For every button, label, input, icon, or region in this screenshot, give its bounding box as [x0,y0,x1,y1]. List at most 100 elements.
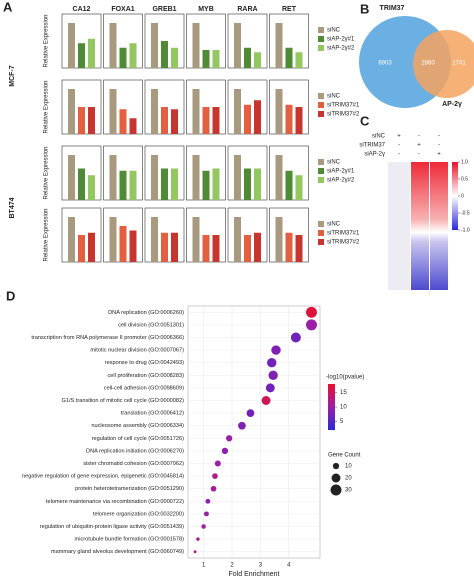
legend-label: 10 [340,405,347,411]
colorbar-label: 1.0 [461,159,468,165]
bar [244,235,251,262]
dot [246,409,255,417]
y-tick-label: cell division (GO:0051301) [118,322,184,328]
bar [285,232,293,262]
legend-label: siTRIM37#2 [327,112,360,118]
colorbar-label: 0 [461,193,464,199]
group-label: BT474 [9,197,16,218]
category-label: GREB1 [152,6,176,13]
dot [267,358,277,368]
condition-label: siNC [372,134,386,140]
bar [161,168,168,200]
bar [234,23,241,68]
bar [171,168,178,200]
bar [68,217,75,262]
legend-dot [330,484,342,496]
bar [192,155,200,200]
bar [254,52,261,68]
bar [109,155,117,200]
legend-label: 10 [345,464,352,470]
bar [212,168,220,200]
venn-count: 6903 [378,61,392,67]
y-tick-label: DNA replication (GO:0006260) [108,310,184,316]
bar [78,107,85,134]
legend-label: siTRIM37#1 [327,231,360,237]
y-tick-label: regulation of cell cycle (GO:0051726) [92,436,184,442]
condition-label: siTRIM37 [359,143,385,149]
bar [119,226,127,262]
condition-sign: - [418,134,420,140]
bar [212,50,220,68]
bar [212,235,220,262]
bar [161,107,168,134]
panel-label: A [3,0,13,14]
category-label: RARA [237,6,257,13]
legend-label: 20 [345,476,352,482]
y-axis-label: Relative Expression [44,146,50,199]
panel-label: D [6,288,15,303]
bar [119,109,127,134]
bar [244,104,251,134]
bar [192,89,200,134]
bar [234,217,241,262]
bar [109,89,117,134]
bar [254,168,261,200]
category-label: RET [282,6,297,13]
bar [275,23,283,68]
venn-set [413,30,474,98]
bar [275,217,283,262]
dot [196,537,200,541]
legend-swatch [318,168,324,174]
set-label: TRIM37 [380,5,405,12]
legend-label: 30 [345,488,352,494]
bar [171,109,178,134]
dot [268,370,278,380]
legend-label: siNC [327,94,341,100]
condition-sign: + [397,134,401,140]
dot [193,550,197,554]
condition-sign: + [417,143,421,149]
legend-label: siNC [327,160,341,166]
legend-swatch [318,27,324,33]
y-tick-label: transcription from RNA polymerase II pro… [31,335,184,341]
y-axis-label: Relative Expression [44,208,50,261]
group-label: MCF-7 [9,65,16,86]
dot [290,332,301,343]
legend-label: siTRIM37#2 [327,240,360,246]
x-tick-label: 2 [230,563,234,569]
legend-label: siAP-2γ#1 [327,37,355,43]
y-tick-label: translation (GO:0006412) [121,411,184,417]
bar [68,23,75,68]
plot-area [187,305,321,559]
heatmap-column [411,162,429,290]
condition-sign: - [418,152,420,158]
x-tick-label: 3 [259,563,263,569]
category-label: FOXA1 [111,6,134,13]
legend-label: siNC [327,28,341,34]
legend-dot [331,473,341,483]
legend-swatch [318,177,324,183]
category-label: MYB [198,6,214,13]
bar [275,155,283,200]
legend-label: 15 [340,390,347,396]
bar [285,47,293,68]
bar [254,232,261,262]
venn-count: 2860 [421,61,435,67]
condition-sign: - [398,152,400,158]
y-tick-label: nucleosome assembly (GO:0006334) [91,423,184,429]
dot [306,306,317,318]
dot [261,396,271,405]
dot [238,421,246,430]
bar [151,155,158,200]
bar [129,170,137,200]
bar [192,23,200,68]
y-tick-label: microtubule bundle formation (GO:0001578… [75,537,185,543]
bar [295,175,303,200]
legend-label: siTRIM37#1 [327,103,360,109]
category-label: CA12 [73,6,91,13]
bar [78,168,85,200]
legend-swatch [318,111,324,117]
colorbar [452,162,458,230]
dot [271,345,281,355]
y-tick-label: mammary gland alveolus development (GO:0… [51,549,184,555]
